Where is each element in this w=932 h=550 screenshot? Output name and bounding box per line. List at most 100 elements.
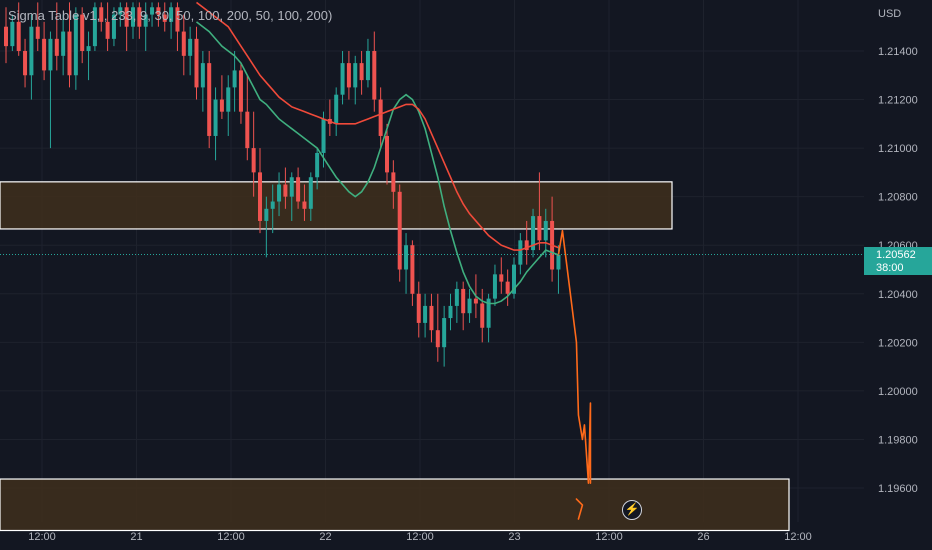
candle-body bbox=[105, 21, 110, 39]
zone-resistance bbox=[0, 181, 673, 230]
x-tick-label: 22 bbox=[319, 531, 331, 543]
candle-body bbox=[258, 172, 262, 221]
candle-body bbox=[92, 7, 97, 47]
candle-body bbox=[150, 7, 155, 15]
candle-body bbox=[505, 281, 510, 294]
candle-body bbox=[4, 26, 8, 47]
candle-body bbox=[131, 7, 135, 27]
candle-body bbox=[251, 148, 256, 173]
y-tick-label: 1.21200 bbox=[878, 95, 918, 107]
candle-body bbox=[518, 240, 523, 265]
candle-body bbox=[207, 63, 212, 136]
price-zones[interactable] bbox=[0, 181, 790, 532]
y-tick-label: 1.20800 bbox=[878, 192, 918, 204]
indicator-label: Sigma Table v1, , 233, 9, 30, 50, 100, 2… bbox=[8, 8, 333, 23]
candle-body bbox=[397, 191, 402, 270]
candle-body bbox=[226, 87, 231, 112]
candle-body bbox=[524, 240, 529, 251]
candle-body bbox=[480, 303, 485, 328]
candle-body bbox=[99, 7, 104, 22]
x-tick-label: 23 bbox=[508, 531, 520, 543]
ma-fast-line bbox=[196, 21, 559, 305]
candle-body bbox=[48, 38, 53, 71]
zone-support bbox=[0, 478, 790, 532]
ma-slow-line bbox=[196, 1, 559, 251]
candle-body bbox=[35, 26, 40, 39]
candle-body bbox=[315, 152, 320, 178]
last-price-badge: 1.20562 38:00 bbox=[864, 247, 932, 275]
candle-body bbox=[391, 172, 396, 192]
candle-body bbox=[543, 220, 548, 241]
last-price-value: 1.20562 bbox=[876, 249, 916, 261]
candle-body bbox=[416, 293, 421, 323]
candle-body bbox=[264, 208, 269, 221]
candle-body bbox=[473, 298, 478, 304]
candle-body bbox=[232, 70, 237, 88]
projection-path bbox=[557, 229, 592, 520]
y-tick-label: 1.19800 bbox=[878, 434, 918, 446]
grid-lines bbox=[0, 0, 864, 522]
candle-body bbox=[378, 99, 383, 136]
candle-body bbox=[194, 38, 199, 88]
x-tick-label: 21 bbox=[130, 531, 142, 543]
y-tick-label: 1.20000 bbox=[878, 386, 918, 398]
countdown-timer: 38:00 bbox=[876, 262, 904, 274]
candle-body bbox=[238, 70, 243, 112]
y-tick-label: 1.21400 bbox=[878, 46, 918, 58]
candle-body bbox=[302, 201, 307, 209]
candle-body bbox=[188, 38, 193, 56]
candle-body bbox=[423, 305, 428, 323]
candle-body bbox=[429, 305, 434, 331]
candle-body bbox=[486, 298, 491, 328]
candle-body bbox=[531, 216, 536, 251]
candle-body bbox=[461, 288, 466, 314]
candle-body bbox=[467, 298, 472, 314]
candle-body bbox=[334, 94, 339, 124]
candle-body bbox=[454, 288, 459, 306]
candle-body bbox=[16, 21, 21, 51]
x-tick-label: 12:00 bbox=[595, 531, 623, 543]
candle-body bbox=[359, 63, 364, 81]
y-tick-label: 1.19600 bbox=[878, 483, 918, 495]
candle-body bbox=[537, 216, 542, 241]
y-tick-label: 1.20200 bbox=[878, 337, 918, 349]
candle-body bbox=[353, 63, 358, 88]
candle-body bbox=[270, 201, 275, 209]
candle-body bbox=[111, 14, 116, 39]
moving-averages bbox=[196, 1, 559, 305]
candle-body bbox=[346, 63, 351, 88]
candle-body bbox=[67, 31, 72, 76]
x-tick-label: 26 bbox=[697, 531, 709, 543]
candle-body bbox=[410, 245, 415, 294]
candle-body bbox=[80, 14, 85, 51]
candle-body bbox=[156, 7, 161, 15]
y-tick-label: 1.20400 bbox=[878, 289, 918, 301]
x-tick-label: 12:00 bbox=[28, 531, 56, 543]
candle-body bbox=[448, 305, 453, 319]
candle-body bbox=[124, 7, 129, 27]
y-tick-label: 1.21000 bbox=[878, 143, 918, 155]
candle-body bbox=[137, 7, 142, 27]
candle-body bbox=[321, 118, 326, 153]
candle-body bbox=[308, 177, 313, 209]
candle-body bbox=[143, 14, 148, 27]
candles bbox=[4, 2, 561, 367]
projection-drawing[interactable] bbox=[557, 229, 592, 520]
candle-body bbox=[385, 135, 389, 173]
candle-body bbox=[492, 274, 497, 299]
candle-body bbox=[86, 46, 91, 51]
candle-body bbox=[118, 7, 123, 15]
candle-body bbox=[213, 99, 218, 136]
candle-body bbox=[296, 177, 301, 202]
candle-body bbox=[29, 26, 34, 76]
lightning-icon[interactable]: ⚡ bbox=[622, 500, 642, 520]
candle-body bbox=[10, 21, 15, 47]
candle-body bbox=[365, 50, 370, 81]
candle-body bbox=[512, 264, 516, 294]
x-tick-label: 12:00 bbox=[217, 531, 245, 543]
candle-body bbox=[23, 50, 28, 76]
candle-body bbox=[42, 38, 47, 71]
candle-body bbox=[54, 38, 59, 56]
time-axis[interactable]: 12:00 21 12:00 22 12:00 23 12:00 26 12:00 bbox=[28, 531, 812, 543]
